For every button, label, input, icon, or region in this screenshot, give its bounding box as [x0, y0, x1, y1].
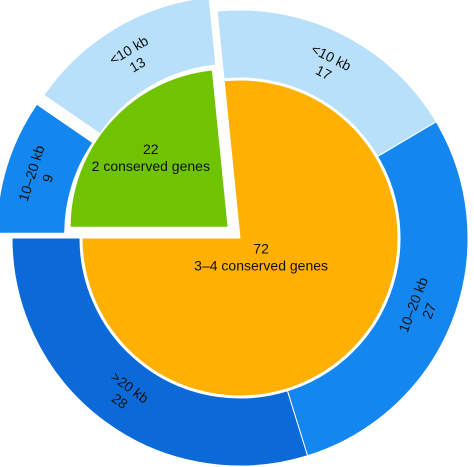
outer-slice-10-kb-1: [43, 0, 217, 135]
inner-label-3-4-conserved-genes: 723–4 conserved genes: [194, 241, 328, 274]
inner-slice-2-conserved-genes: [69, 69, 229, 228]
outer-slice-10-20-kb-3: [286, 121, 469, 457]
inner-pie: [69, 69, 399, 397]
outer-slice-20-kb-4: [11, 237, 309, 467]
inner-label-3-4-conserved-genes-line: 72: [253, 241, 269, 257]
outer-label-1-line: 13: [127, 54, 149, 76]
inner-label-2-conserved-genes-line: 22: [143, 141, 159, 157]
inner-label-3-4-conserved-genes-line: 3–4 conserved genes: [194, 258, 328, 274]
inner-label-2-conserved-genes-line: 2 conserved genes: [92, 158, 210, 174]
outer-slice-10-20-kb-0: [0, 103, 94, 234]
inner-label-2-conserved-genes: 222 conserved genes: [92, 141, 210, 174]
inner-slice-3-4-conserved-genes: [81, 79, 399, 397]
outer-label-3-line: 27: [419, 300, 440, 320]
outer-label-2-line: 17: [313, 62, 334, 83]
